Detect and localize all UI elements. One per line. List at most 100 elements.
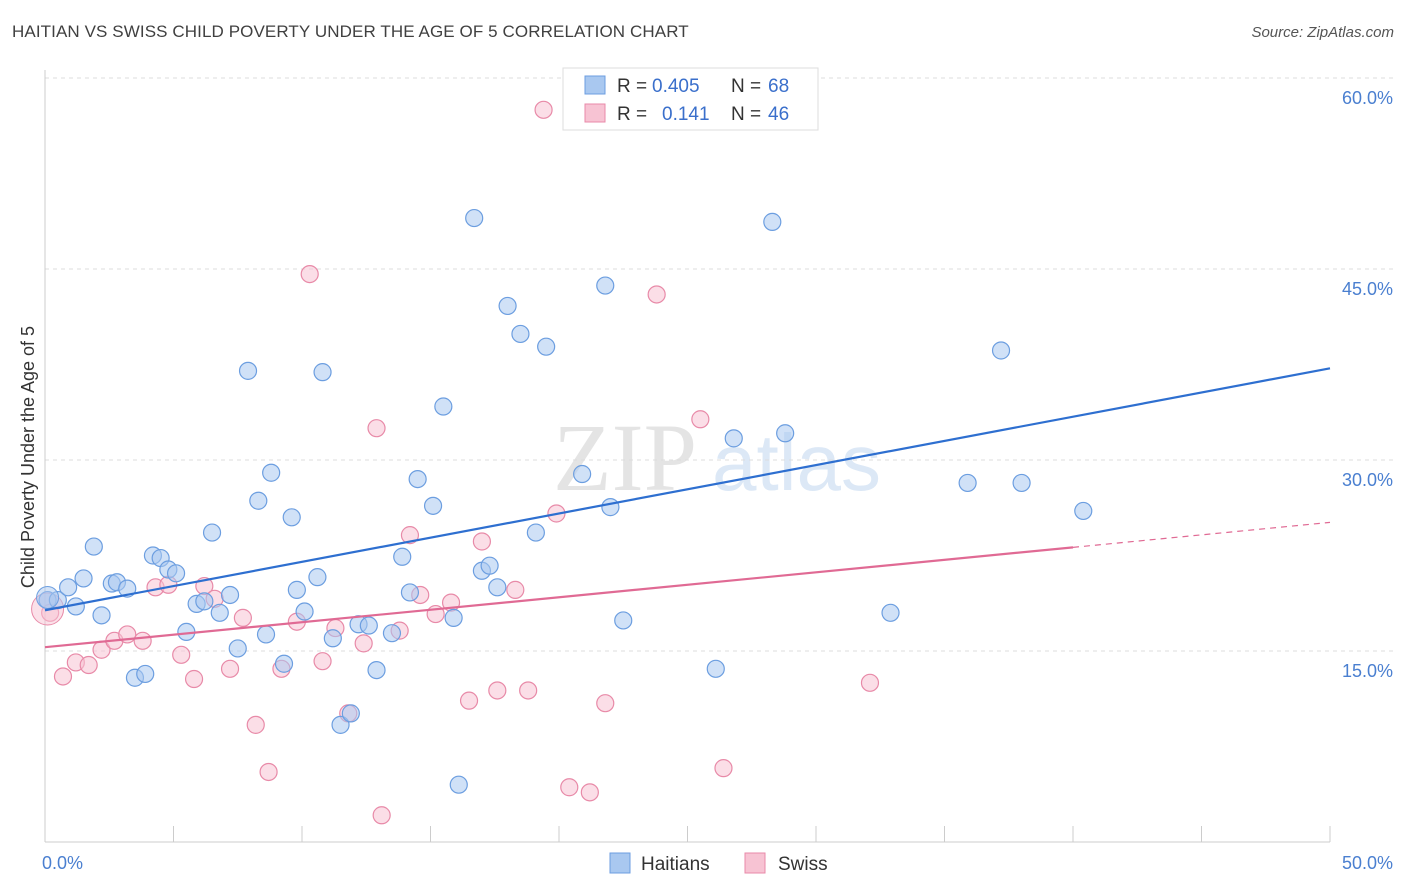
swiss-point — [172, 645, 191, 664]
haitians-point — [596, 276, 615, 295]
swiss-point — [488, 681, 507, 700]
haitians-point — [210, 603, 229, 622]
haitians-point — [444, 608, 463, 627]
haitians-points — [36, 208, 1093, 794]
swiss-point — [372, 806, 391, 825]
swiss-point — [506, 580, 525, 599]
haitians-point — [488, 578, 507, 597]
haitians-point — [136, 664, 155, 684]
swiss-point — [233, 608, 252, 627]
haitians-point — [408, 470, 427, 489]
swiss-point — [534, 100, 553, 119]
swiss-point — [400, 526, 420, 545]
haitians-legend-swatch — [584, 75, 606, 95]
haitians-point — [256, 625, 276, 644]
haitians-point — [498, 296, 517, 316]
x-tick-label-min: 0.0% — [42, 853, 83, 873]
haitians-point — [84, 537, 103, 556]
haitians-point — [449, 775, 468, 794]
haitians-point — [202, 523, 222, 542]
y-axis-label: Child Poverty Under the Age of 5 — [18, 326, 38, 588]
haitians-point — [359, 616, 378, 635]
haitians-point — [274, 654, 294, 673]
chart-title: HAITIAN VS SWISS CHILD POVERTY UNDER THE… — [12, 22, 689, 41]
haitians-point — [465, 208, 484, 228]
haitians-point — [480, 556, 499, 575]
swiss-point — [246, 715, 265, 734]
haitians-point — [220, 585, 240, 605]
haitians-point — [763, 212, 782, 231]
source-credit: Source: ZipAtlas.com — [1251, 24, 1394, 41]
swiss-series-swatch — [744, 852, 766, 874]
haitians-point — [282, 508, 301, 527]
haitians-point — [393, 547, 412, 566]
swiss-point — [184, 669, 204, 689]
haitians-point — [331, 715, 350, 734]
swiss-trend-extension — [1072, 521, 1331, 548]
swiss-point — [259, 762, 278, 782]
swiss-point — [519, 681, 538, 700]
haitians-point — [511, 324, 530, 344]
x-tick-marks — [44, 826, 1331, 842]
x-tick-label-max: 50.0% — [1342, 853, 1393, 873]
swiss-trend-line — [44, 546, 1074, 649]
haitians-trend-line — [44, 367, 1331, 612]
swiss-point — [313, 652, 332, 671]
haitians-series-label: Haitians — [641, 854, 710, 875]
swiss-point — [220, 659, 240, 678]
swiss-point — [472, 532, 491, 551]
haitians-point — [287, 580, 306, 599]
haitians-point — [706, 659, 725, 678]
haitians-point — [881, 603, 900, 622]
haitians-point — [434, 397, 453, 416]
haitians-point — [262, 463, 281, 482]
swiss-n-label: N = — [731, 104, 761, 125]
swiss-r-value: 0.141 — [662, 104, 710, 125]
series-legend: Haitians Swiss — [609, 852, 828, 875]
haitians-series-swatch — [609, 852, 631, 874]
stats-legend: R = 0.405 N = 68 R = 0.141 N = 46 — [562, 67, 819, 131]
swiss-point — [560, 778, 579, 797]
haitians-point — [423, 496, 443, 515]
haitians-point — [573, 464, 592, 484]
swiss-point — [300, 264, 319, 284]
y-tick-label: 45.0% — [1342, 279, 1393, 299]
swiss-point — [714, 759, 733, 778]
haitians-point — [195, 592, 214, 611]
haitians-point — [74, 569, 93, 588]
haitians-point — [228, 639, 247, 658]
haitians-point — [341, 704, 360, 723]
watermark-zip: ZIP — [553, 404, 697, 511]
swiss-point — [79, 655, 98, 675]
haitians-point — [776, 424, 795, 443]
haitians-r-label: R = — [617, 76, 647, 97]
haitians-point — [36, 586, 60, 610]
swiss-point — [691, 410, 710, 429]
y-tick-label: 60.0% — [1342, 88, 1393, 108]
haitians-n-value: 68 — [768, 76, 789, 97]
swiss-point — [367, 419, 386, 438]
y-tick-label: 30.0% — [1342, 470, 1393, 490]
y-tick-labels: 15.0% 30.0% 45.0% 60.0% — [1342, 88, 1393, 681]
swiss-point — [53, 667, 73, 686]
haitians-point — [295, 602, 314, 621]
haitians-point — [313, 363, 332, 382]
haitians-point — [601, 498, 620, 517]
trend-lines — [44, 367, 1331, 649]
haitians-point — [526, 523, 545, 542]
haitians-point — [367, 660, 386, 680]
haitians-point — [958, 473, 977, 493]
haitians-point — [1074, 501, 1093, 521]
haitians-point — [614, 611, 633, 630]
swiss-n-value: 46 — [768, 104, 789, 125]
haitians-point — [991, 341, 1011, 360]
haitians-point — [724, 429, 743, 448]
swiss-series-label: Swiss — [778, 854, 828, 875]
swiss-r-label: R = — [617, 104, 647, 125]
haitians-point — [1012, 473, 1031, 493]
haitians-point — [238, 361, 258, 380]
haitians-point — [400, 583, 420, 602]
y-tick-label: 15.0% — [1342, 661, 1393, 681]
swiss-point — [647, 285, 666, 304]
